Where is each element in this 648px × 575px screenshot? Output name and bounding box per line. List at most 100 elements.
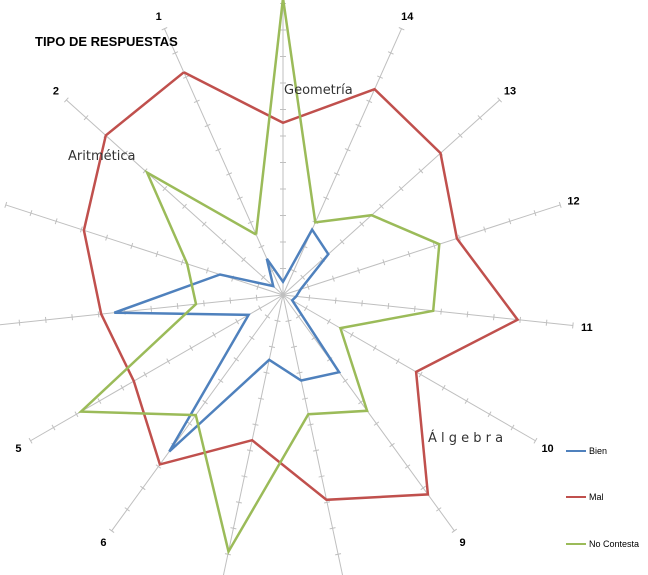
axis-tick: [235, 501, 242, 504]
axis-tick: [457, 132, 463, 138]
axis-tick: [398, 186, 404, 192]
axis-tick: [382, 259, 386, 266]
axis-tick: [519, 316, 522, 323]
axis-tick: [203, 300, 205, 307]
axis-line-5: [30, 294, 284, 442]
axis-tick: [166, 358, 171, 365]
axis-line-14: [282, 28, 403, 296]
axis-line-11: [282, 294, 573, 326]
axis-tick: [324, 501, 331, 504]
axis-tick: [256, 283, 260, 290]
axis-line-9: [282, 294, 455, 532]
axis-tick: [466, 311, 469, 318]
axis-tick: [558, 201, 562, 208]
axis-label-1: 1: [156, 11, 162, 23]
radar-series: [77, 0, 520, 555]
axis-tick: [407, 251, 411, 258]
axis-tick: [440, 308, 442, 315]
axis-tick: [432, 242, 436, 249]
axis-tick: [344, 148, 351, 152]
axis-line-8: [282, 294, 344, 575]
axis-tick: [296, 371, 303, 374]
axis-tick: [204, 123, 211, 128]
axis-tick: [155, 251, 159, 258]
axis-tick: [105, 234, 108, 241]
axis-tick: [212, 331, 217, 338]
axis-tick: [326, 318, 331, 325]
axis-tick: [300, 274, 306, 280]
axis-line-13: [282, 99, 500, 296]
axis-tick: [124, 507, 130, 512]
axis-line-3: [5, 204, 284, 296]
axis-line-4: [0, 294, 284, 326]
axis-tick: [230, 527, 237, 530]
axis-tick: [263, 371, 270, 374]
axis-tick: [420, 485, 426, 491]
axis-tick: [395, 358, 400, 365]
axis-tick: [241, 256, 246, 263]
axis-tick: [83, 115, 89, 121]
axis-tick: [186, 421, 193, 426]
axis-tick: [285, 319, 292, 323]
axis-tick: [236, 196, 243, 200]
axis-tick: [334, 297, 337, 304]
axis-tick: [458, 234, 461, 241]
axis-tick: [510, 424, 515, 431]
axis-tick: [161, 27, 168, 31]
axis-tick: [387, 303, 390, 310]
axis-label-13: 13: [504, 86, 516, 98]
axis-tick: [379, 203, 384, 209]
axis-tick: [215, 148, 222, 152]
axis-tick: [140, 485, 146, 491]
axis-tick: [290, 269, 297, 273]
axis-tick: [63, 97, 69, 103]
axis-label-6: 6: [100, 537, 106, 549]
axis-tick: [508, 218, 512, 225]
axis-line-2: [66, 99, 284, 296]
axis-tick: [229, 297, 232, 304]
axis-tick: [332, 275, 335, 282]
axis-tick: [246, 449, 253, 452]
axis-tick: [313, 449, 320, 452]
axis-tick: [342, 378, 349, 383]
axis-tick: [130, 242, 134, 249]
axis-tick: [418, 168, 424, 174]
series-line-bien: [113, 227, 342, 453]
axis-tick: [143, 371, 148, 378]
series-line-no-contesta: [77, 0, 441, 555]
axis-label-5: 5: [15, 443, 21, 455]
axis-label-9: 9: [460, 537, 466, 549]
legend-item-mal: Mal: [566, 492, 604, 502]
axis-tick: [150, 305, 153, 312]
axis-tick: [487, 411, 492, 418]
axis-tick: [372, 345, 377, 351]
axis-tick: [533, 210, 537, 217]
series-line-mal: [82, 71, 520, 502]
axis-tick: [97, 398, 102, 404]
axis-label-2: 2: [53, 86, 59, 98]
axis-tick: [172, 51, 179, 55]
axis-tick: [389, 442, 395, 448]
axis-tick: [268, 345, 276, 348]
axis-tick: [44, 316, 47, 323]
axis-line-12: [282, 204, 561, 296]
legend-label-bien: Bien: [589, 446, 607, 456]
axis-tick: [355, 123, 362, 128]
axis-tick: [247, 220, 254, 225]
axis-tick: [189, 345, 194, 351]
axis-tick: [183, 75, 189, 79]
axis-tick: [180, 259, 184, 266]
axis-tick: [493, 314, 495, 321]
axis-tick: [28, 437, 33, 444]
axis-tick: [205, 267, 209, 274]
axis-tick: [201, 221, 207, 227]
axis-tick: [533, 437, 538, 444]
axis-tick: [377, 75, 383, 79]
axis-tick: [436, 507, 442, 512]
axis-tick: [323, 196, 330, 200]
axis-tick: [398, 27, 405, 31]
axis-tick: [120, 384, 125, 391]
axis-tick: [308, 294, 311, 301]
axis-tick: [318, 475, 325, 478]
axis-tick: [155, 464, 162, 469]
